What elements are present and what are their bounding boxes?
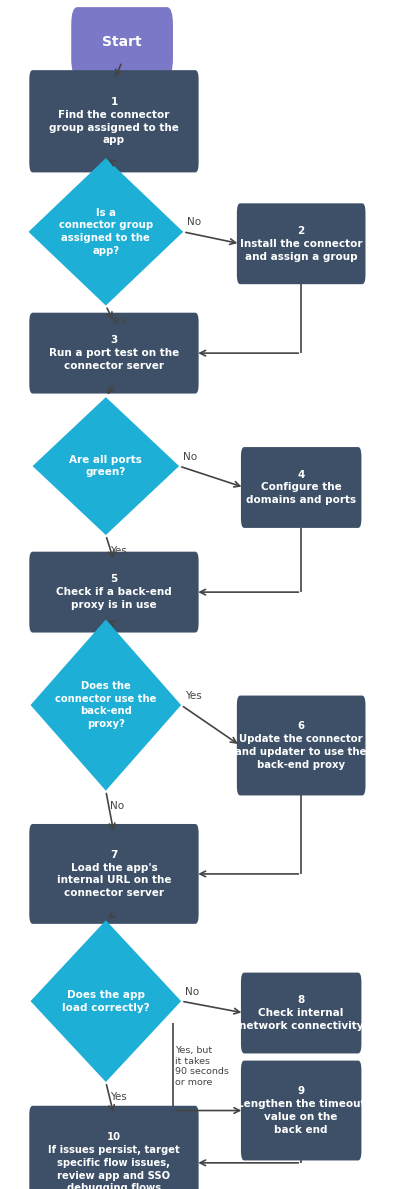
- FancyBboxPatch shape: [237, 696, 365, 795]
- Text: 1
Find the connector
group assigned to the
app: 1 Find the connector group assigned to t…: [49, 97, 179, 145]
- Polygon shape: [28, 158, 183, 306]
- Text: No: No: [183, 452, 197, 461]
- FancyBboxPatch shape: [29, 824, 199, 924]
- Text: No: No: [185, 987, 199, 996]
- Text: Is a
connector group
assigned to the
app?: Is a connector group assigned to the app…: [59, 208, 153, 256]
- Text: Yes: Yes: [185, 691, 202, 700]
- Text: 3
Run a port test on the
connector server: 3 Run a port test on the connector serve…: [49, 335, 179, 371]
- FancyBboxPatch shape: [29, 552, 199, 633]
- Text: No: No: [187, 218, 201, 227]
- FancyBboxPatch shape: [29, 70, 199, 172]
- Text: Does the app
load correctly?: Does the app load correctly?: [62, 989, 150, 1013]
- FancyBboxPatch shape: [29, 1106, 199, 1189]
- FancyBboxPatch shape: [241, 973, 361, 1053]
- FancyBboxPatch shape: [241, 1061, 361, 1160]
- Text: 5
Check if a back-end
proxy is in use: 5 Check if a back-end proxy is in use: [56, 574, 172, 610]
- Text: Yes, but
it takes
90 seconds
or more: Yes, but it takes 90 seconds or more: [175, 1046, 229, 1087]
- Text: 4
Configure the
domains and ports: 4 Configure the domains and ports: [246, 470, 356, 505]
- Text: No: No: [110, 801, 124, 811]
- Text: 7
Load the app's
internal URL on the
connector server: 7 Load the app's internal URL on the con…: [57, 850, 171, 898]
- Polygon shape: [31, 619, 181, 791]
- Text: Does the
connector use the
back-end
proxy?: Does the connector use the back-end prox…: [55, 681, 157, 729]
- Polygon shape: [33, 397, 179, 535]
- FancyBboxPatch shape: [29, 313, 199, 394]
- Text: 9
Lengthen the timeout
value on the
back end: 9 Lengthen the timeout value on the back…: [237, 1087, 365, 1134]
- Text: Start: Start: [102, 34, 142, 49]
- Text: Yes: Yes: [110, 316, 127, 326]
- FancyBboxPatch shape: [71, 7, 173, 76]
- Text: Are all ports
green?: Are all ports green?: [69, 454, 142, 478]
- Text: 8
Check internal
network connectivity: 8 Check internal network connectivity: [239, 995, 363, 1031]
- Text: 6
Update the connector
and updater to use the
back-end proxy: 6 Update the connector and updater to us…: [236, 722, 367, 769]
- FancyBboxPatch shape: [237, 203, 365, 284]
- Text: 2
Install the connector
and assign a group: 2 Install the connector and assign a gro…: [240, 226, 362, 262]
- Text: Yes: Yes: [110, 546, 127, 555]
- Polygon shape: [31, 920, 181, 1082]
- Text: 10
If issues persist, target
specific flow issues,
review app and SSO
debugging : 10 If issues persist, target specific fl…: [48, 1132, 180, 1189]
- Text: Yes: Yes: [110, 1093, 127, 1102]
- FancyBboxPatch shape: [241, 447, 361, 528]
